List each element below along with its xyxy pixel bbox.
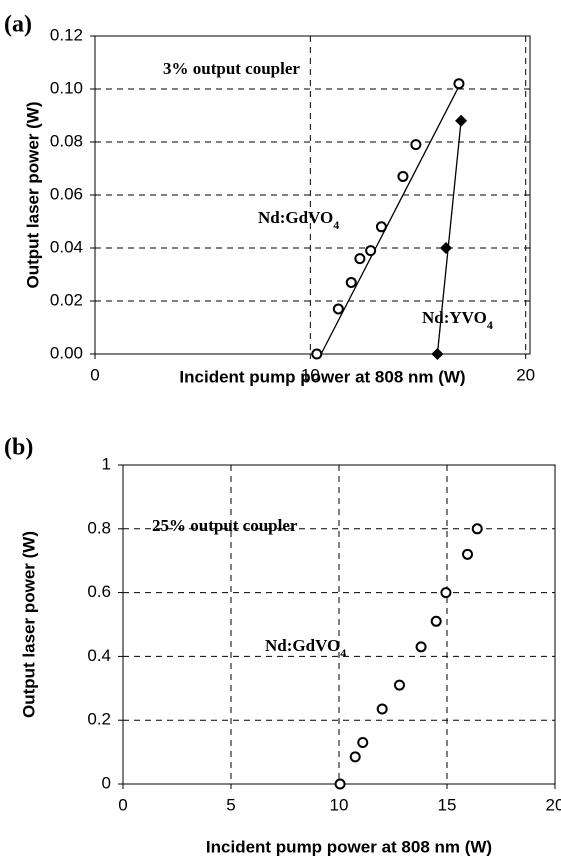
- y-tick-label: 0.2: [87, 710, 111, 729]
- data-point: [415, 641, 427, 653]
- data-point: [334, 778, 346, 790]
- y-tick-label: 0.02: [50, 290, 83, 309]
- y-axis-title: Output laser power (W): [19, 531, 38, 718]
- plot-frame: [94, 35, 531, 355]
- annotation: Nd:GdVO4: [258, 208, 339, 232]
- data-point: [365, 245, 377, 257]
- y-tick-label: 0.04: [50, 237, 83, 256]
- data-point: [431, 348, 444, 360]
- x-tick-label: 10: [330, 795, 349, 814]
- data-point: [410, 139, 422, 151]
- annotation: Nd:YVO4: [422, 308, 493, 332]
- x-tick-label: 20: [516, 365, 535, 384]
- data-point: [375, 221, 387, 233]
- y-tick-label: 0.12: [50, 25, 83, 44]
- x-tick-label: 0: [118, 795, 127, 814]
- y-tick-label: 0.4: [87, 646, 111, 665]
- y-tick-label: 0.10: [50, 78, 83, 97]
- annotation: 25% output coupler: [152, 516, 298, 535]
- y-tick-label: 0.00: [50, 343, 83, 362]
- data-point: [462, 548, 474, 560]
- fit-line: [320, 86, 460, 355]
- data-point: [440, 242, 453, 254]
- y-axis-title: Output laser power (W): [23, 102, 42, 289]
- y-tick-label: 0: [102, 773, 111, 792]
- data-point: [311, 348, 323, 360]
- x-axis-title: Incident pump power at 808 nm (W): [179, 367, 465, 386]
- annotation: Nd:GdVO4: [265, 636, 346, 660]
- x-tick-label: 15: [438, 795, 457, 814]
- data-point: [349, 751, 361, 763]
- data-point: [440, 587, 452, 599]
- y-tick-label: 0.8: [87, 518, 111, 537]
- data-point: [393, 679, 405, 691]
- y-tick-label: 0.6: [87, 582, 111, 601]
- y-tick-label: 0.08: [50, 131, 83, 150]
- data-point: [430, 615, 442, 627]
- x-tick-label: 10: [301, 365, 320, 384]
- data-point: [376, 703, 388, 715]
- data-point: [453, 78, 465, 90]
- panel-label: (b): [4, 435, 33, 461]
- panel-label: (a): [4, 12, 32, 38]
- data-point: [455, 114, 468, 127]
- data-point: [397, 170, 409, 182]
- annotation: 3% output coupler: [163, 59, 300, 78]
- y-tick-label: 1: [102, 454, 111, 473]
- data-point: [332, 303, 344, 315]
- x-tick-label: 20: [546, 795, 561, 814]
- data-point: [345, 276, 357, 288]
- x-tick-label: 5: [226, 795, 235, 814]
- y-tick-label: 0.06: [50, 184, 83, 203]
- data-point: [471, 523, 483, 535]
- data-point: [357, 737, 369, 749]
- x-axis-title: Incident pump power at 808 nm (W): [206, 837, 492, 856]
- x-tick-label: 0: [90, 365, 99, 384]
- data-point: [354, 253, 366, 265]
- fit-line: [436, 120, 462, 355]
